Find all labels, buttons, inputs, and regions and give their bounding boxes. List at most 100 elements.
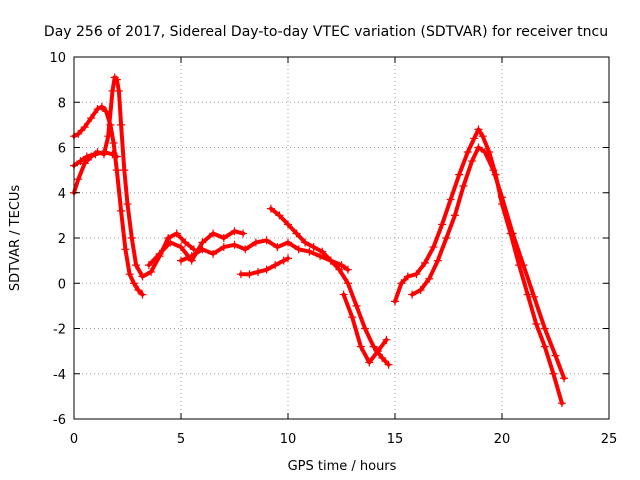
data-point (284, 238, 292, 247)
data-point (284, 254, 292, 263)
data-point (316, 252, 325, 261)
data-point (209, 229, 218, 238)
data-point (468, 157, 477, 166)
data-point (117, 206, 126, 215)
data-point (80, 123, 89, 132)
data-point (104, 132, 113, 141)
y-tick-label: -6 (53, 413, 66, 428)
data-point (273, 243, 282, 252)
chart-title: Day 256 of 2017, Sidereal Day-to-day VTE… (44, 24, 608, 40)
series-satellite-pass-6 (236, 254, 292, 279)
data-point (326, 256, 335, 265)
data-point (397, 279, 406, 288)
data-point (523, 290, 532, 299)
data-point (480, 148, 489, 157)
y-tick-label: -2 (53, 323, 66, 338)
data-point (144, 261, 153, 270)
data-point (530, 292, 539, 301)
data-point (474, 143, 483, 152)
data-point (112, 152, 121, 161)
series-satellite-pass-4 (144, 227, 248, 270)
data-point (112, 75, 121, 84)
data-point (549, 369, 558, 378)
data-point (560, 374, 569, 383)
data-point (74, 129, 83, 138)
data-point (164, 234, 173, 242)
x-axis-label: GPS time / hours (288, 459, 397, 474)
data-point (425, 274, 434, 283)
series-trace (341, 292, 389, 365)
data-point (241, 245, 250, 254)
data-point (540, 342, 549, 351)
data-point (343, 265, 352, 274)
data-point (236, 270, 245, 279)
data-point (279, 256, 288, 265)
x-tick-label: 5 (177, 432, 185, 447)
data-point (489, 166, 498, 175)
data-point (403, 272, 412, 281)
data-point (125, 270, 134, 279)
y-axis-label: SDTVAR / TECUs (8, 185, 23, 292)
data-point (459, 181, 468, 190)
data-point (123, 200, 132, 209)
data-point (120, 166, 129, 175)
data-point (198, 245, 207, 254)
data-point (187, 252, 196, 261)
y-tick-label: 0 (58, 277, 66, 292)
data-point (134, 286, 143, 295)
data-point (450, 211, 459, 220)
data-point (474, 125, 483, 134)
data-point (219, 243, 228, 252)
data-point (155, 249, 164, 258)
data-point (132, 261, 141, 270)
series-satellite-pass-8 (339, 290, 391, 367)
data-point (177, 256, 185, 265)
data-point (446, 195, 455, 204)
x-tick-label: 15 (387, 432, 404, 447)
series-trace (146, 229, 246, 268)
series-trace (268, 206, 391, 367)
data-point (519, 261, 528, 270)
data-point (412, 270, 421, 279)
series-satellite-pass-3 (70, 148, 121, 170)
data-point (99, 148, 108, 157)
y-tick-label: 2 (58, 232, 66, 247)
data-point (271, 261, 280, 270)
data-point (356, 342, 365, 351)
data-point (463, 148, 472, 157)
series-satellite-pass-9 (391, 125, 566, 408)
data-point (74, 175, 83, 184)
y-tick-label: 4 (58, 187, 66, 202)
data-point (262, 236, 271, 245)
data-point (251, 238, 260, 247)
data-point (337, 261, 346, 270)
data-point (129, 279, 138, 288)
data-point (91, 150, 100, 159)
data-point (540, 324, 549, 333)
data-point (87, 114, 96, 123)
data-point (275, 211, 284, 220)
data-point (348, 313, 357, 322)
data-point (373, 347, 382, 356)
y-tick-label: 6 (58, 142, 66, 157)
data-point (382, 335, 391, 344)
data-point (292, 229, 301, 238)
data-point (365, 358, 374, 367)
data-point (266, 204, 275, 213)
series-satellite-pass-10 (408, 143, 569, 383)
data-point (455, 170, 464, 179)
data-point (121, 245, 130, 254)
data-point (384, 360, 393, 369)
data-point (230, 227, 239, 236)
data-point (429, 243, 438, 252)
data-point (166, 238, 175, 247)
data-point (335, 265, 344, 274)
x-tick-label: 25 (601, 432, 618, 447)
data-point (294, 245, 303, 254)
series-satellite-pass-2 (70, 73, 198, 281)
data-point (230, 240, 239, 249)
data-point (339, 290, 348, 299)
data-point (177, 243, 185, 252)
data-point (498, 193, 506, 202)
